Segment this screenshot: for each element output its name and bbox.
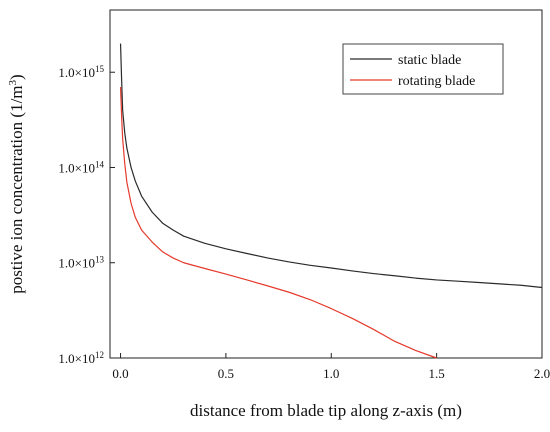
x-tick-label: 0.0 <box>112 366 128 381</box>
x-tick-label: 2.0 <box>534 366 550 381</box>
y-tick-exponent: 13 <box>95 255 105 265</box>
x-tick-label: 0.5 <box>218 366 234 381</box>
legend-label-static: static blade <box>398 53 461 68</box>
y-tick-mantissa: 1.0×10 <box>58 256 95 271</box>
y-axis-title-end: ) <box>7 74 26 80</box>
axis-ticks: 0.0 0.5 1.0 1.5 2.01.0×10121.0×10131.0×10141… <box>58 64 550 381</box>
y-tick-mantissa: 1.0×10 <box>58 160 95 175</box>
x-tick-label: 1.5 <box>429 366 445 381</box>
plot-frame <box>109 9 543 359</box>
y-tick-exponent: 14 <box>95 159 105 169</box>
y-axis-title-main: postive ion concentration (1/m <box>7 85 26 293</box>
y-tick-mantissa: 1.0×10 <box>58 351 95 366</box>
legend-label-rotating: rotating blade <box>398 74 475 89</box>
legend: static blade rotating blade <box>342 43 504 95</box>
y-tick-label: 1.0×1014 <box>58 159 104 175</box>
legend-box <box>342 43 504 95</box>
y-tick-exponent: 12 <box>95 350 104 360</box>
y-tick-exponent: 15 <box>95 64 105 74</box>
series-line-static-blade <box>119 43 543 289</box>
x-tick-label: 1.0 <box>323 366 339 381</box>
series-layer <box>119 43 543 359</box>
y-tick-label: 1.0×1012 <box>58 350 104 366</box>
series-line-rotating-blade <box>119 86 437 359</box>
y-tick-mantissa: 1.0×10 <box>58 65 95 80</box>
x-axis-title: distance from blade tip along z-axis (m) <box>190 401 462 420</box>
y-tick-label: 1.0×1015 <box>58 64 104 80</box>
y-axis-title-sup: 3 <box>7 79 19 85</box>
y-tick-label: 1.0×1013 <box>58 255 104 271</box>
y-axis-title: postive ion concentration (1/m3) <box>7 74 26 293</box>
